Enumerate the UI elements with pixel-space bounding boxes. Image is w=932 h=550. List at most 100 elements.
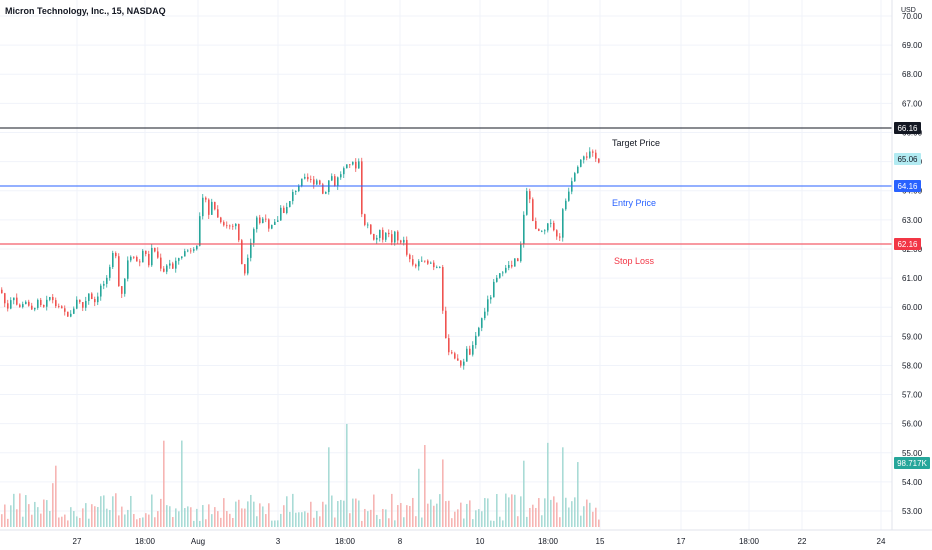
candle-body [244,264,246,274]
volume-bar [577,462,579,527]
volume-bar [388,518,390,527]
volume-bar [538,498,540,527]
candle-body [490,297,492,300]
candle-body [271,224,273,229]
volume-bar [67,520,69,527]
volume-bar [433,505,435,527]
candle-body [379,229,381,238]
price-tick: 69.00 [902,41,923,50]
candle-body [532,199,534,222]
volume-tag[interactable]: 98.717K [894,457,930,469]
candle-body [364,214,366,225]
candle-body [235,223,237,227]
candle-body [316,180,318,185]
candle-body [541,230,543,232]
volume-bar [358,500,360,527]
candle-body [169,263,171,266]
candle-body [73,308,75,314]
candle-body [181,256,183,259]
plot-area[interactable] [0,0,892,530]
volume-bar [439,494,441,527]
candle-body [598,158,600,163]
volume-bar [25,495,27,527]
price-tick: 60.00 [902,303,923,312]
candle-body [25,301,27,305]
volume-bar [55,465,57,527]
candle-body [205,197,207,200]
volume-bar [178,511,180,527]
volume-bar [496,494,498,527]
candle-body [397,231,399,241]
candle-body [283,207,285,213]
volume-bar [325,504,327,527]
candle-body [298,185,300,192]
entry-price-tag[interactable]: 64.16 [894,180,921,192]
candle-body [331,176,333,181]
candle-body [175,260,177,269]
volume-bar [526,516,528,527]
stop-loss-tag[interactable]: 62.16 [894,238,921,250]
volume-bar [535,507,537,527]
volume-bar [4,504,6,527]
candle-body [277,220,279,222]
volume-bar [469,500,471,527]
candle-body [535,221,537,229]
volume-bar [64,514,66,527]
volume-bar [436,503,438,527]
volume-bar [355,498,357,527]
candle-body [448,338,450,353]
volume-bar [208,504,210,527]
candle-body [349,164,351,166]
volume-bar [415,516,417,527]
target-price-tag[interactable]: 66.16 [894,122,921,134]
last-price-tag[interactable]: 65.06 [894,153,921,165]
volume-bar [592,511,594,527]
candle-body [517,258,519,262]
candle-body [352,161,354,165]
volume-bar [223,498,225,527]
candle-body [361,161,363,215]
volume-bar [271,520,273,527]
volume-bar [199,520,201,527]
candle-body [196,245,198,250]
volume-bar [397,505,399,527]
volume-bar [283,505,285,527]
candle-body [463,361,465,366]
candle-body [151,247,153,266]
volume-bar [166,505,168,527]
volume-bar [1,514,3,527]
volume-value: 98.717K [897,459,927,468]
candle-body [157,251,159,258]
candle-body [154,247,156,252]
candle-body [325,192,327,194]
volume-bar [346,423,348,527]
volume-bar [481,511,483,527]
volume-bar [157,511,159,527]
candle-body [460,360,462,366]
volume-bar [121,506,123,527]
candle-body [481,318,483,328]
candle-body [250,242,252,258]
volume-bar [13,493,15,527]
volume-bar [202,505,204,527]
candle-body [211,201,213,215]
volume-bar [22,516,24,527]
volume-bar [196,508,198,527]
grid [0,0,892,530]
candle-body [232,225,234,227]
candle-body [91,293,93,300]
volume-bar [418,468,420,527]
time-tick: Aug [191,537,205,546]
candle-body [466,348,468,362]
candle-body [343,168,345,175]
volume-bar [421,517,423,527]
volume-bar [472,519,474,527]
candle-body [421,260,423,262]
price-tick: 63.00 [902,216,923,225]
candle-body [115,252,117,257]
time-tick: 18:00 [135,537,156,546]
volume-bar [247,501,249,527]
candle-body [310,179,312,180]
candle-body [187,250,189,252]
